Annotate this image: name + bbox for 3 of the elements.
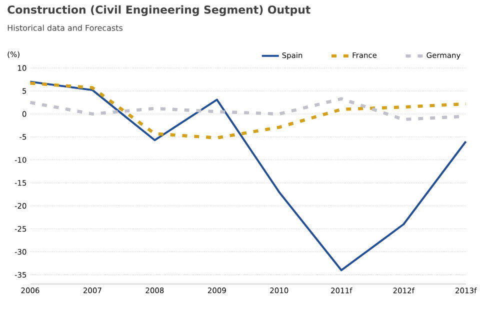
line-series xyxy=(29,80,467,272)
line-series xyxy=(28,82,468,140)
chart-title: Construction (Civil Engineering Segment) Output xyxy=(8,5,310,16)
